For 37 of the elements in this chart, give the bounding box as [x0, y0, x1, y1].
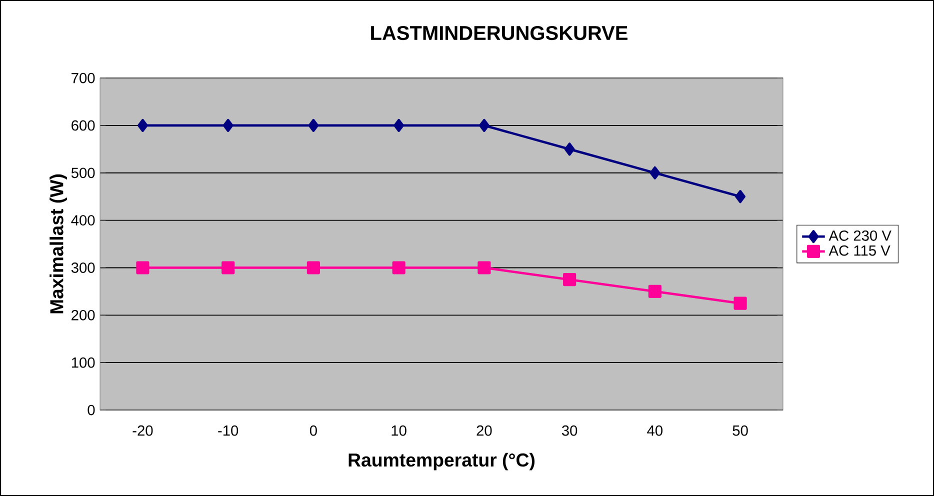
legend-label: AC 230 V [828, 230, 892, 241]
y-tick-label: 700 [72, 72, 95, 84]
point [136, 261, 150, 274]
point [222, 261, 235, 274]
point [478, 261, 491, 274]
legend-label: AC 115 V [828, 245, 890, 256]
point [478, 118, 490, 132]
point [650, 166, 660, 180]
x-axis-title: Raumtemperatur (°C) [348, 452, 535, 470]
point [394, 118, 404, 132]
y-tick-label: 400 [71, 215, 95, 226]
point [648, 284, 662, 298]
chart-title: LASTMINDERUNGSKURVE [371, 26, 628, 40]
x-tick-label: 10 [392, 425, 406, 436]
x-tick-label: -10 [218, 425, 238, 436]
x-tick-label: -20 [132, 425, 153, 436]
y-tick-label: 0 [88, 404, 95, 416]
y-tick-label: 200 [72, 310, 95, 320]
point [735, 190, 746, 204]
y-tick-label: 100 [72, 357, 95, 368]
point [392, 261, 406, 274]
x-tick-label: 50 [732, 425, 748, 436]
x-tick-label: 30 [562, 425, 578, 436]
point [308, 118, 319, 132]
y-tick-label: 300 [71, 262, 95, 273]
point [564, 142, 575, 156]
x-tick-label: 20 [476, 425, 492, 436]
point [222, 118, 234, 132]
point [306, 261, 320, 274]
y-tick-label: 500 [71, 168, 95, 178]
y-tick-label: 600 [72, 120, 95, 131]
y-axis-title: Maximallast (W) [50, 174, 68, 314]
point [138, 118, 148, 132]
point [563, 273, 576, 286]
x-tick-label: 40 [647, 425, 662, 436]
x-tick-label: 0 [310, 425, 317, 436]
point [734, 296, 747, 310]
